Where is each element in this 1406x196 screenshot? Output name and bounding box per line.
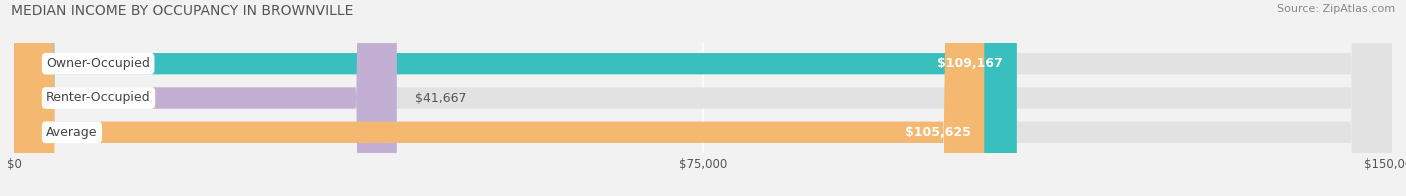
Text: $105,625: $105,625 xyxy=(904,126,970,139)
Text: Renter-Occupied: Renter-Occupied xyxy=(46,92,150,104)
Text: $109,167: $109,167 xyxy=(938,57,1002,70)
Text: Source: ZipAtlas.com: Source: ZipAtlas.com xyxy=(1277,4,1395,14)
FancyBboxPatch shape xyxy=(14,0,1392,196)
Text: Average: Average xyxy=(46,126,97,139)
FancyBboxPatch shape xyxy=(14,0,1392,196)
FancyBboxPatch shape xyxy=(14,0,984,196)
Text: MEDIAN INCOME BY OCCUPANCY IN BROWNVILLE: MEDIAN INCOME BY OCCUPANCY IN BROWNVILLE xyxy=(11,4,354,18)
FancyBboxPatch shape xyxy=(14,0,1017,196)
FancyBboxPatch shape xyxy=(14,0,396,196)
FancyBboxPatch shape xyxy=(14,0,1392,196)
Text: Owner-Occupied: Owner-Occupied xyxy=(46,57,150,70)
Text: $41,667: $41,667 xyxy=(415,92,467,104)
